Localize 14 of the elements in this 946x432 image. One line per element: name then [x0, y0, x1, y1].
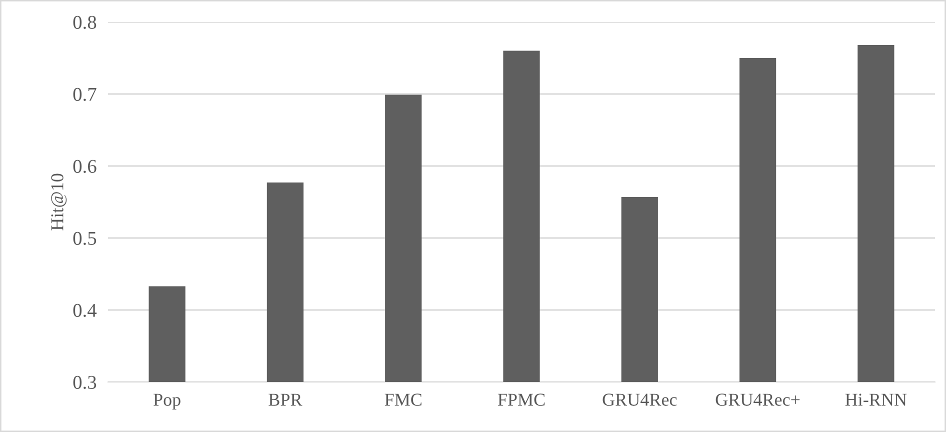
y-tick-label: 0.3	[73, 376, 96, 390]
x-tick-label: FPMC	[498, 394, 545, 406]
x-tick-label: Hi-RNN	[845, 394, 907, 406]
x-tick-label: Pop	[154, 394, 180, 410]
x-tick-label: FMC	[384, 394, 422, 406]
x-tick-label: BPR	[268, 394, 302, 406]
y-tick-label: 0.7	[73, 88, 96, 102]
y-tick-label: 0.4	[73, 304, 97, 318]
x-tick-label: GRU4Rec	[602, 394, 677, 406]
y-axis-title: Hit@10	[51, 174, 67, 230]
y-tick-label: 0.5	[73, 232, 96, 246]
x-tick-label: GRU4Rec+	[716, 394, 800, 406]
y-tick-label: 0.8	[73, 16, 96, 30]
y-tick-label: 0.6	[73, 160, 96, 174]
